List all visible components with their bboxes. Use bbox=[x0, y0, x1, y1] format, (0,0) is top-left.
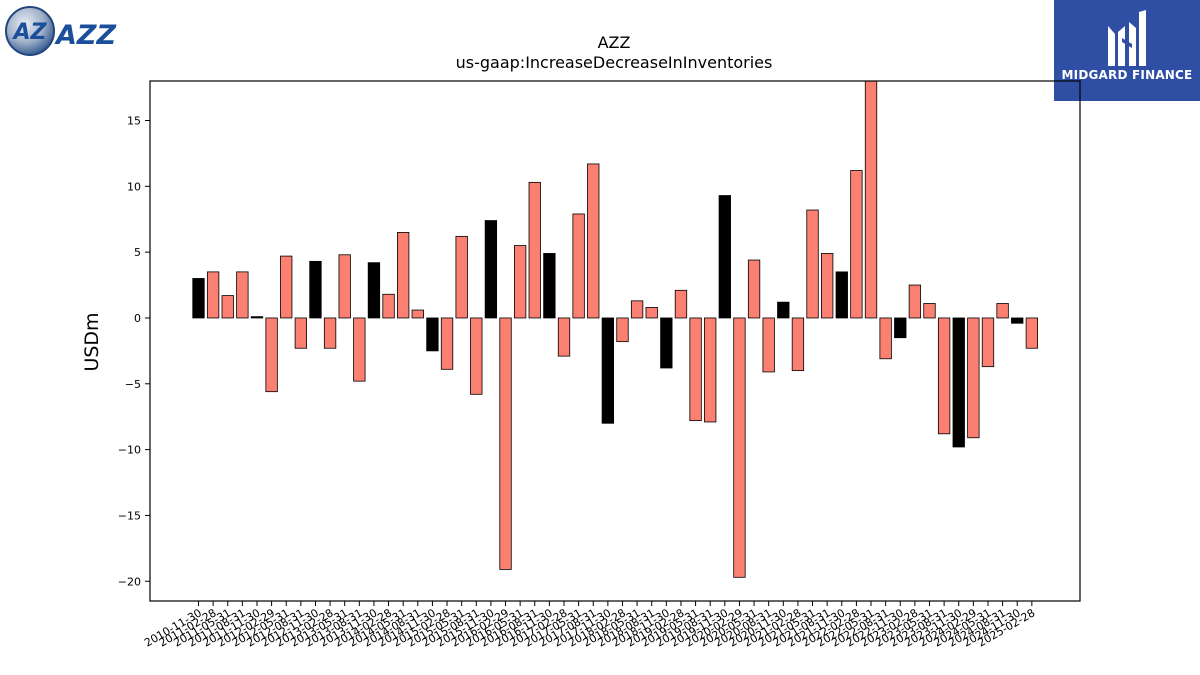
chart-subtitle: us-gaap:IncreaseDecreaseInInventories bbox=[456, 53, 773, 72]
bar-2025-02-28 bbox=[1025, 317, 1038, 349]
bar-2021-08-31 bbox=[821, 253, 834, 319]
bar-2014-02-28 bbox=[382, 293, 395, 319]
y-tick-label: 10 bbox=[127, 180, 141, 193]
bar-2016-05-31 bbox=[513, 245, 527, 319]
bar-2011-11-30 bbox=[250, 316, 264, 319]
bar-2023-02-28 bbox=[908, 284, 922, 319]
bar-2023-11-30 bbox=[952, 317, 965, 448]
bar-2012-02-29 bbox=[265, 317, 278, 393]
bar-2018-11-30 bbox=[660, 317, 673, 369]
y-axis-label: USDm bbox=[81, 312, 103, 371]
midgard-brand-text: MIDGARD FINANCE bbox=[1061, 68, 1193, 82]
bar-2022-02-28 bbox=[850, 170, 863, 319]
y-tick-label: −20 bbox=[118, 575, 141, 588]
bar-2015-02-28 bbox=[440, 317, 454, 370]
bar-2016-08-31 bbox=[528, 181, 541, 319]
bar-2010-11-30 bbox=[192, 278, 205, 319]
bar-2014-11-30 bbox=[426, 317, 439, 352]
bar-2021-05-31 bbox=[806, 209, 819, 319]
azz-globe-icon bbox=[5, 6, 55, 56]
bar-2016-11-30 bbox=[543, 253, 556, 319]
azz-badge-text: AZ bbox=[12, 20, 48, 45]
bar-2022-11-30 bbox=[894, 317, 907, 339]
bar-2017-11-30 bbox=[601, 317, 615, 424]
bar-2024-11-30 bbox=[1011, 317, 1024, 324]
bar-2021-11-30 bbox=[835, 271, 848, 319]
bar-2020-02-29 bbox=[733, 317, 746, 578]
bar-2017-08-31 bbox=[587, 163, 600, 319]
y-tick-label: 0 bbox=[134, 312, 141, 325]
y-tick-label: 15 bbox=[127, 114, 141, 127]
bar-2013-05-31 bbox=[338, 254, 351, 319]
bar-2020-05-31 bbox=[747, 259, 761, 319]
y-tick-label: −5 bbox=[125, 378, 141, 391]
bar-2012-08-31 bbox=[294, 317, 307, 349]
bar-2019-08-31 bbox=[704, 317, 717, 423]
azz-wordmark: AZZ bbox=[54, 20, 116, 51]
bar-2018-05-31 bbox=[630, 300, 644, 319]
bar-2020-11-30 bbox=[777, 301, 790, 319]
x-axis: 2010-11-302011-02-282011-05-312011-08-31… bbox=[142, 601, 1037, 650]
bar-2019-02-28 bbox=[674, 289, 688, 319]
plot-frame bbox=[149, 80, 1081, 602]
bar-2017-05-31 bbox=[572, 213, 585, 319]
bar-2015-05-31 bbox=[455, 235, 468, 319]
bar-2014-05-31 bbox=[397, 231, 410, 319]
chart-title: AZZ bbox=[598, 33, 631, 52]
bar-2011-08-31 bbox=[236, 271, 249, 319]
bar-2018-02-28 bbox=[616, 317, 629, 343]
bar-2017-02-28 bbox=[557, 317, 571, 357]
bar-2024-08-31 bbox=[996, 303, 1009, 319]
midgard-finance-logo: MIDGARD FINANCE bbox=[1054, 0, 1200, 101]
bar-2012-11-30 bbox=[309, 260, 322, 319]
bar-2019-05-31 bbox=[689, 317, 702, 422]
bar-2024-02-29 bbox=[967, 317, 980, 439]
bars-group bbox=[192, 80, 1038, 578]
bar-2022-05-31 bbox=[864, 80, 878, 319]
bar-2014-08-31 bbox=[411, 309, 424, 319]
bar-2023-05-31 bbox=[923, 303, 936, 319]
bar-2018-08-31 bbox=[645, 307, 658, 319]
bar-2015-11-30 bbox=[484, 220, 498, 319]
bar-2024-05-31 bbox=[981, 317, 995, 368]
bar-2019-11-30 bbox=[718, 195, 731, 319]
azz-logo: AZ AZZ bbox=[5, 6, 116, 56]
bar-2022-08-31 bbox=[879, 317, 892, 360]
bar-2020-08-31 bbox=[762, 317, 775, 373]
bar-2011-02-28 bbox=[206, 271, 220, 319]
bar-2012-05-31 bbox=[280, 255, 293, 319]
y-tick-label: −15 bbox=[118, 509, 141, 522]
y-tick-label: −10 bbox=[118, 444, 141, 457]
bar-2013-08-31 bbox=[353, 317, 366, 382]
y-tick-label: 5 bbox=[134, 246, 141, 259]
midgard-mark-icon bbox=[1108, 10, 1146, 66]
bar-2016-02-29 bbox=[499, 317, 512, 570]
y-axis: −20 −15 −10 −5 0 5 10 15 bbox=[118, 114, 150, 588]
bar-2023-08-31 bbox=[937, 317, 951, 435]
bar-2013-02-28 bbox=[323, 317, 337, 349]
bar-2013-11-30 bbox=[367, 262, 381, 319]
bar-2015-08-31 bbox=[470, 317, 483, 395]
bar-2011-05-31 bbox=[221, 295, 234, 319]
bar-2021-02-28 bbox=[791, 317, 805, 372]
